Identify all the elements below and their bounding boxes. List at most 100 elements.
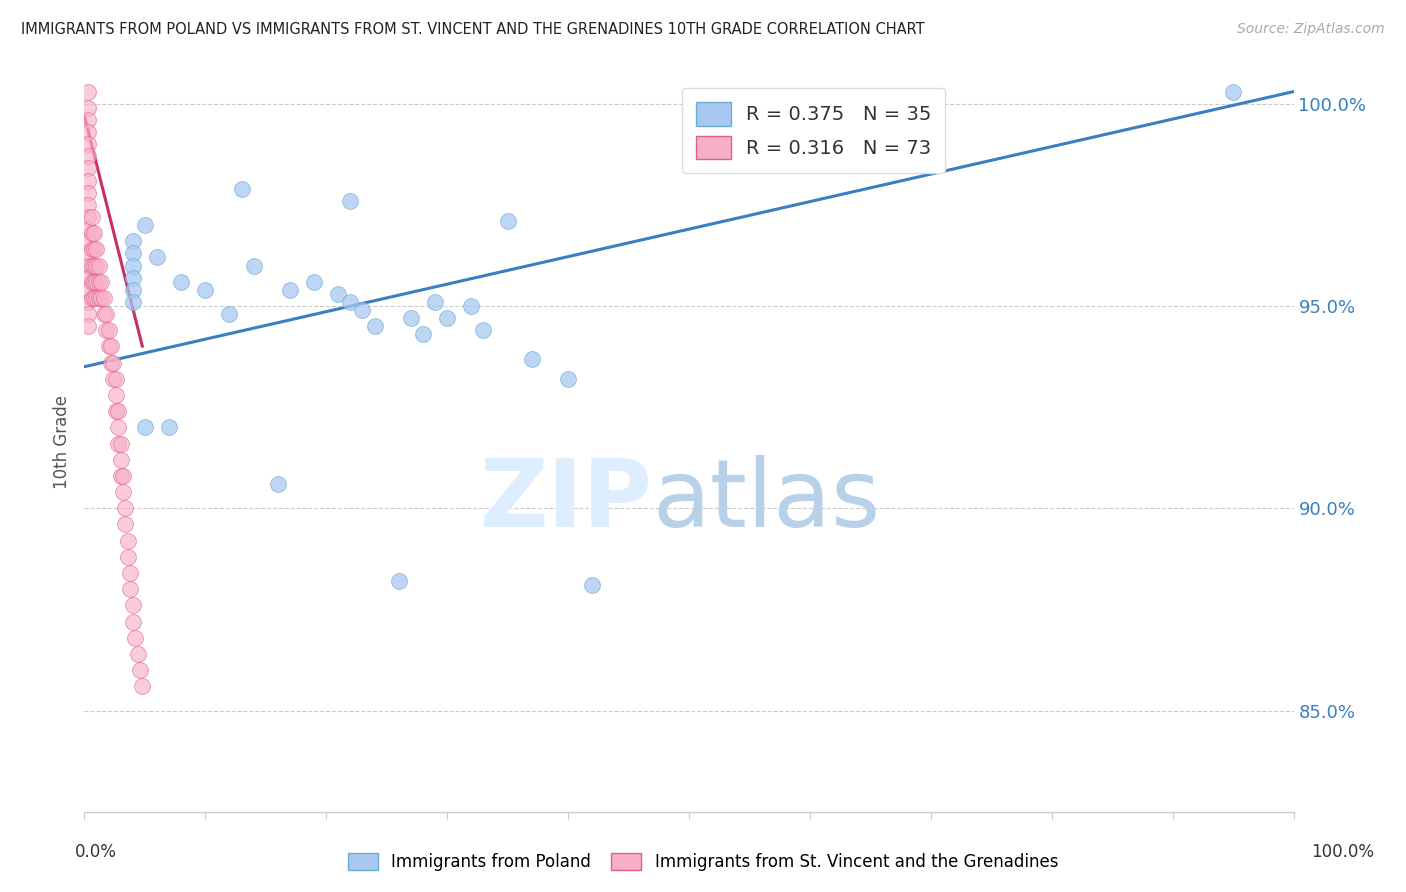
Point — [77, 85, 100, 99]
Point — [134, 420, 156, 434]
Point — [436, 311, 458, 326]
Point — [86, 259, 108, 273]
Point — [114, 517, 136, 532]
Point — [388, 574, 411, 588]
Point — [412, 327, 434, 342]
Point — [107, 420, 129, 434]
Point — [80, 226, 103, 240]
Point — [146, 251, 169, 265]
Legend: R = 0.375   N = 35, R = 0.316   N = 73: R = 0.375 N = 35, R = 0.316 N = 73 — [682, 88, 945, 173]
Point — [131, 679, 153, 693]
Point — [97, 323, 120, 337]
Point — [77, 222, 100, 236]
Point — [80, 291, 103, 305]
Point — [77, 198, 100, 212]
Point — [93, 291, 115, 305]
Point — [120, 582, 142, 597]
Point — [77, 307, 100, 321]
Point — [87, 291, 110, 305]
Point — [423, 295, 446, 310]
Point — [80, 210, 103, 224]
Point — [97, 339, 120, 353]
Point — [94, 323, 117, 337]
Point — [83, 291, 105, 305]
Point — [104, 404, 127, 418]
Point — [127, 647, 149, 661]
Point — [94, 307, 117, 321]
Point — [302, 275, 325, 289]
Legend: Immigrants from Poland, Immigrants from St. Vincent and the Grenadines: Immigrants from Poland, Immigrants from … — [340, 845, 1066, 880]
Point — [93, 307, 115, 321]
Point — [86, 243, 108, 257]
Point — [218, 307, 240, 321]
Text: 100.0%: 100.0% — [1312, 843, 1374, 861]
Point — [83, 226, 105, 240]
Point — [399, 311, 422, 326]
Point — [581, 578, 603, 592]
Point — [100, 339, 122, 353]
Point — [77, 137, 100, 152]
Point — [121, 295, 143, 310]
Point — [121, 234, 143, 248]
Point — [231, 182, 253, 196]
Point — [557, 372, 579, 386]
Y-axis label: 10th Grade: 10th Grade — [53, 394, 72, 489]
Point — [121, 259, 143, 273]
Point — [110, 436, 132, 450]
Point — [242, 259, 264, 273]
Text: 0.0%: 0.0% — [75, 843, 117, 861]
Point — [124, 631, 146, 645]
Point — [104, 388, 127, 402]
Point — [80, 259, 103, 273]
Text: atlas: atlas — [652, 455, 882, 547]
Point — [194, 283, 217, 297]
Point — [520, 351, 543, 366]
Point — [83, 275, 105, 289]
Point — [86, 291, 108, 305]
Point — [77, 270, 100, 285]
Point — [134, 218, 156, 232]
Point — [86, 275, 108, 289]
Point — [103, 356, 125, 370]
Point — [328, 286, 350, 301]
Point — [80, 243, 103, 257]
Point — [121, 599, 143, 613]
Point — [121, 270, 143, 285]
Point — [77, 173, 100, 187]
Point — [496, 214, 519, 228]
Point — [80, 275, 103, 289]
Point — [114, 501, 136, 516]
Point — [117, 533, 139, 548]
Point — [104, 372, 127, 386]
Point — [472, 323, 495, 337]
Point — [129, 663, 152, 677]
Point — [77, 319, 100, 334]
Point — [77, 186, 100, 200]
Point — [77, 101, 100, 115]
Point — [339, 194, 361, 208]
Text: IMMIGRANTS FROM POLAND VS IMMIGRANTS FROM ST. VINCENT AND THE GRENADINES 10TH GR: IMMIGRANTS FROM POLAND VS IMMIGRANTS FRO… — [21, 22, 925, 37]
Point — [460, 299, 482, 313]
Point — [77, 149, 100, 163]
Point — [77, 161, 100, 176]
Point — [112, 469, 135, 483]
Point — [339, 295, 361, 310]
Point — [77, 259, 100, 273]
Point — [121, 615, 143, 629]
Text: Source: ZipAtlas.com: Source: ZipAtlas.com — [1237, 22, 1385, 37]
Point — [77, 210, 100, 224]
Point — [110, 452, 132, 467]
Point — [77, 295, 100, 310]
Point — [1222, 85, 1244, 99]
Point — [87, 259, 110, 273]
Point — [352, 303, 374, 318]
Point — [100, 356, 122, 370]
Point — [110, 469, 132, 483]
Point — [120, 566, 142, 580]
Point — [267, 477, 290, 491]
Point — [121, 283, 143, 297]
Point — [77, 112, 100, 127]
Point — [77, 234, 100, 248]
Point — [77, 283, 100, 297]
Point — [90, 291, 112, 305]
